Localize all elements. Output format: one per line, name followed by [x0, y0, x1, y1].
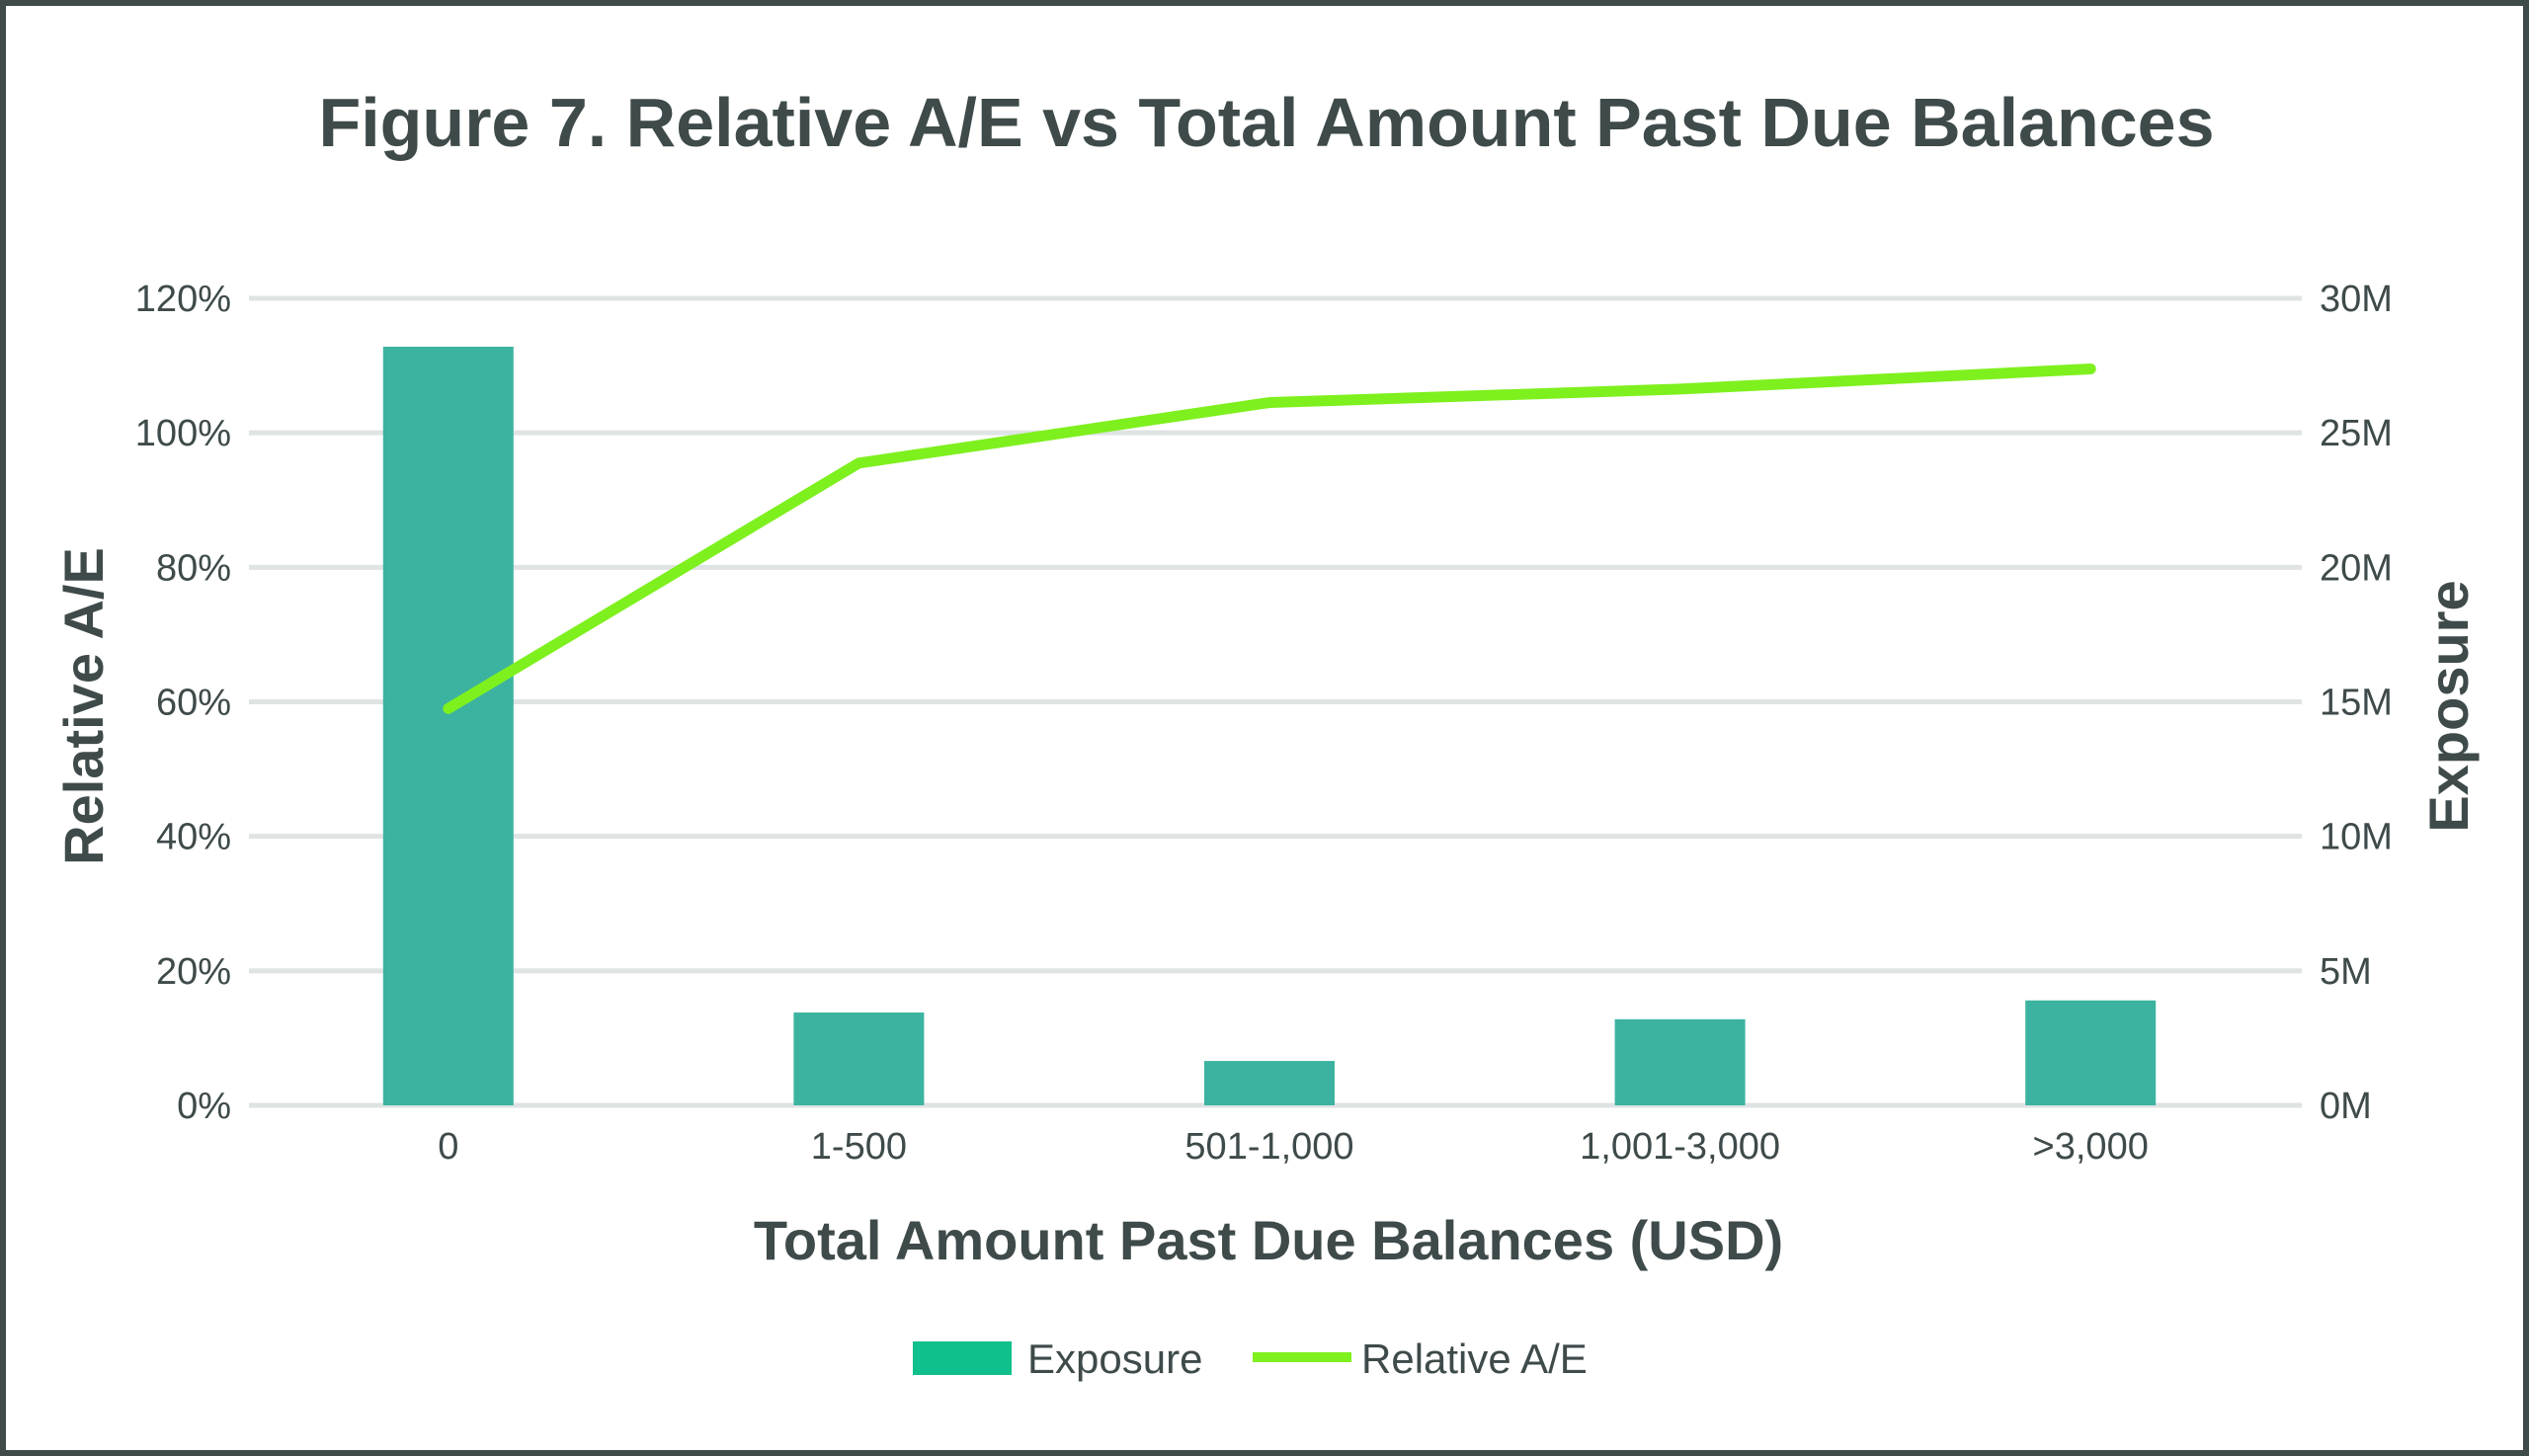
legend-exposure-label: Exposure — [1027, 1335, 1202, 1382]
exposure-bar — [793, 1012, 925, 1105]
legend-exposure-swatch — [913, 1341, 1012, 1375]
left-tick-label: 100% — [135, 413, 231, 454]
left-tick-label: 0% — [177, 1086, 231, 1127]
relative-ae-line — [443, 363, 2096, 714]
x-tick-label: >3,000 — [2033, 1126, 2149, 1168]
relative-ae-point — [1268, 401, 1270, 404]
relative-ae-point — [2089, 367, 2092, 370]
right-tick-label: 5M — [2320, 951, 2372, 993]
left-tick-label: 60% — [156, 683, 231, 724]
exposure-bar — [382, 347, 514, 1105]
left-tick-label: 120% — [135, 279, 231, 320]
left-tick-label: 40% — [156, 817, 231, 858]
exposure-bar — [1204, 1061, 1335, 1105]
left-tick-label: 20% — [156, 951, 231, 993]
right-tick-label: 0M — [2320, 1086, 2372, 1127]
x-axis-title: Total Amount Past Due Balances (USD) — [754, 1209, 1783, 1271]
gridlines — [249, 295, 2302, 1108]
right-tick-label: 25M — [2320, 413, 2393, 454]
legend-relative-ae-label: Relative A/E — [1361, 1335, 1588, 1382]
x-tick-label: 0 — [438, 1126, 458, 1168]
right-axis-ticks: 0M 5M 10M 15M 20M 25M 30M — [2320, 279, 2393, 1127]
legend: Exposure Relative A/E — [913, 1335, 1588, 1382]
relative-ae-point — [447, 707, 449, 710]
relative-ae-point — [857, 461, 860, 464]
relative-ae-point — [1678, 387, 1681, 390]
left-axis-ticks: 0% 20% 40% 60% 80% 100% 120% — [135, 279, 231, 1127]
x-tick-label: 1-500 — [811, 1126, 907, 1168]
exposure-bar — [1614, 1018, 1746, 1105]
left-tick-label: 80% — [156, 547, 231, 589]
relative-ae-series-line — [443, 363, 2096, 714]
x-tick-label: 1,001-3,000 — [1580, 1126, 1780, 1168]
right-tick-label: 15M — [2320, 683, 2393, 724]
x-tick-label: 501-1,000 — [1184, 1126, 1353, 1168]
left-axis-title: Relative A/E — [52, 547, 115, 865]
right-tick-label: 30M — [2320, 279, 2393, 320]
right-tick-label: 20M — [2320, 547, 2393, 589]
x-axis-ticks: 0 1-500 501-1,000 1,001-3,000 >3,000 — [438, 1126, 2149, 1168]
exposure-bar — [2025, 1000, 2157, 1105]
exposure-bars — [382, 347, 2157, 1105]
right-tick-label: 10M — [2320, 817, 2393, 858]
chart-title: Figure 7. Relative A/E vs Total Amount P… — [318, 84, 2214, 161]
right-axis-title: Exposure — [2417, 580, 2480, 832]
